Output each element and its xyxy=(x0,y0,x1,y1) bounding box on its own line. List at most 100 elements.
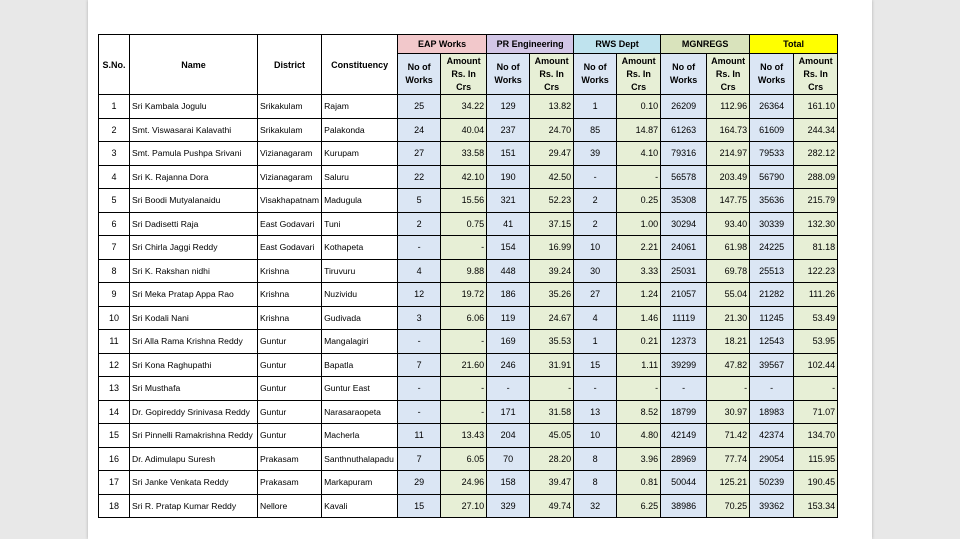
cell-pr-works: 246 xyxy=(486,352,531,377)
cell-eap-works: 2 xyxy=(397,211,442,236)
cell-pr-works: 171 xyxy=(486,399,531,424)
cell-name: Sri K. Rajanna Dora xyxy=(129,164,258,189)
cell-total-amount: 134.70 xyxy=(793,423,839,448)
header-pr-amount: Amount Rs. In Crs xyxy=(529,53,575,95)
cell-rws-amount: 0.81 xyxy=(616,470,662,495)
cell-sno: 6 xyxy=(98,211,130,236)
cell-district: Prakasam xyxy=(256,470,323,495)
cell-mgnregs-amount: 18.21 xyxy=(706,329,751,354)
cell-name: Sri Janke Venkata Reddy xyxy=(129,470,258,495)
cell-eap-amount: 6.05 xyxy=(440,446,488,471)
cell-district: Krishna xyxy=(256,305,323,330)
cell-name: Sri Kona Raghupathi xyxy=(129,352,258,377)
cell-name: Sri Dadisetti Raja xyxy=(129,211,258,236)
header-mgnregs-no-of-works: No of Works xyxy=(660,53,708,95)
cell-pr-amount: 49.74 xyxy=(529,493,575,518)
header-rws-no-of-works: No of Works xyxy=(573,53,618,95)
cell-name: Sri Boodi Mutyalanaidu xyxy=(129,188,258,213)
cell-rws-works: 2 xyxy=(573,211,618,236)
cell-name: Sri Pinnelli Ramakrishna Reddy xyxy=(129,423,258,448)
cell-rws-works: - xyxy=(573,164,618,189)
cell-pr-works: 41 xyxy=(486,211,531,236)
document-page: S.No. Name District Constituency EAP Wor… xyxy=(88,0,872,539)
cell-constituency: Nuzividu xyxy=(321,282,399,307)
cell-eap-amount: 19.72 xyxy=(440,282,488,307)
header-total-no-of-works: No of Works xyxy=(749,53,795,95)
cell-eap-amount: 34.22 xyxy=(440,94,488,119)
cell-rws-works: 8 xyxy=(573,446,618,471)
cell-rws-amount: 0.10 xyxy=(616,94,662,119)
cell-sno: 10 xyxy=(98,305,130,330)
cell-total-works: 39567 xyxy=(749,352,795,377)
cell-pr-amount: 52.23 xyxy=(529,188,575,213)
cell-mgnregs-works: 21057 xyxy=(660,282,708,307)
cell-eap-works: - xyxy=(397,399,442,424)
cell-total-amount: 53.95 xyxy=(793,329,839,354)
cell-total-amount: 71.07 xyxy=(793,399,839,424)
cell-eap-works: - xyxy=(397,329,442,354)
cell-district: Visakhapatnam xyxy=(256,188,323,213)
cell-sno: 8 xyxy=(98,258,130,283)
cell-total-works: 50239 xyxy=(749,470,795,495)
cell-pr-works: 119 xyxy=(486,305,531,330)
cell-rws-amount: 1.00 xyxy=(616,211,662,236)
cell-eap-amount: - xyxy=(440,235,488,260)
cell-pr-amount: 39.47 xyxy=(529,470,575,495)
cell-eap-works: 5 xyxy=(397,188,442,213)
cell-sno: 3 xyxy=(98,141,130,166)
cell-mgnregs-amount: 70.25 xyxy=(706,493,751,518)
header-constituency: Constituency xyxy=(321,34,399,95)
cell-constituency: Saluru xyxy=(321,164,399,189)
cell-constituency: Rajam xyxy=(321,94,399,119)
cell-total-works: 26364 xyxy=(749,94,795,119)
cell-rws-amount: 3.33 xyxy=(616,258,662,283)
cell-eap-works: 22 xyxy=(397,164,442,189)
cell-total-works: 30339 xyxy=(749,211,795,236)
cell-pr-amount: 45.05 xyxy=(529,423,575,448)
cell-rws-works: 39 xyxy=(573,141,618,166)
cell-total-works: 42374 xyxy=(749,423,795,448)
header-sno: S.No. xyxy=(98,34,130,95)
cell-mgnregs-works: 18799 xyxy=(660,399,708,424)
cell-mgnregs-works: 35308 xyxy=(660,188,708,213)
cell-constituency: Kothapeta xyxy=(321,235,399,260)
cell-total-amount: 111.26 xyxy=(793,282,839,307)
cell-name: Smt. Pamula Pushpa Srivani xyxy=(129,141,258,166)
table-row: 16 Dr. Adimulapu Suresh Prakasam Santhnutha… xyxy=(98,446,839,471)
table-row: 13 Sri Musthafa Guntur Guntur East - - - - - - - - -… xyxy=(98,376,839,401)
cell-total-amount: 153.34 xyxy=(793,493,839,518)
cell-rws-amount: 8.52 xyxy=(616,399,662,424)
cell-rws-amount: 1.11 xyxy=(616,352,662,377)
table-row: 1 Sri Kambala Jogulu Srikakulam Rajam 25 34.2… xyxy=(98,94,839,119)
cell-pr-works: 190 xyxy=(486,164,531,189)
header-eap-amount: Amount Rs. In Crs xyxy=(440,53,488,95)
cell-mgnregs-works: 30294 xyxy=(660,211,708,236)
cell-rws-works: 2 xyxy=(573,188,618,213)
cell-rws-works: 27 xyxy=(573,282,618,307)
cell-district: Guntur xyxy=(256,352,323,377)
table-row: 2 Smt. Viswasarai Kalavathi Srikakulam Pala… xyxy=(98,117,839,142)
cell-rws-amount: - xyxy=(616,376,662,401)
cell-name: Dr. Gopireddy Srinivasa Reddy xyxy=(129,399,258,424)
cell-constituency: Narasaraopeta xyxy=(321,399,399,424)
cell-sno: 11 xyxy=(98,329,130,354)
header-total-amount: Amount Rs. In Crs xyxy=(793,53,839,95)
cell-mgnregs-amount: 71.42 xyxy=(706,423,751,448)
cell-constituency: Kavali xyxy=(321,493,399,518)
cell-rws-works: 85 xyxy=(573,117,618,142)
cell-name: Sri R. Pratap Kumar Reddy xyxy=(129,493,258,518)
cell-mgnregs-works: 50044 xyxy=(660,470,708,495)
cell-mgnregs-amount: 112.96 xyxy=(706,94,751,119)
cell-district: Guntur xyxy=(256,329,323,354)
cell-district: East Godavari xyxy=(256,211,323,236)
cell-pr-works: 448 xyxy=(486,258,531,283)
cell-pr-amount: 39.24 xyxy=(529,258,575,283)
cell-eap-amount: - xyxy=(440,376,488,401)
cell-eap-amount: - xyxy=(440,399,488,424)
cell-pr-amount: 13.82 xyxy=(529,94,575,119)
cell-total-amount: 244.34 xyxy=(793,117,839,142)
cell-total-works: 39362 xyxy=(749,493,795,518)
table-row: 9 Sri Meka Pratap Appa Rao Krishna Nuzividu… xyxy=(98,282,839,307)
header-pr-engineering: PR Engineering xyxy=(486,34,575,54)
cell-rws-works: 1 xyxy=(573,329,618,354)
